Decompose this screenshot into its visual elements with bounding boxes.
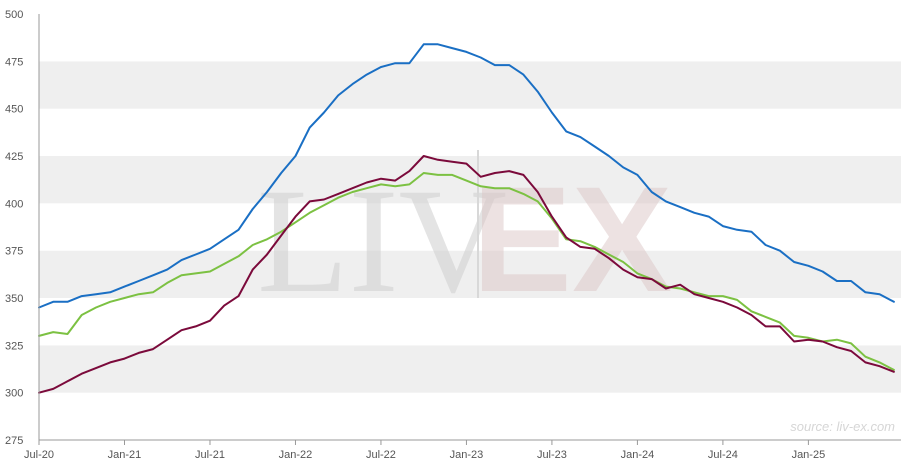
x-tick-label: Jan-24 bbox=[621, 449, 655, 461]
watermark-right-text: EX bbox=[472, 155, 672, 323]
y-tick-label: 400 bbox=[5, 198, 23, 210]
x-tick-label: Jul-22 bbox=[366, 449, 396, 461]
y-tick-label: 375 bbox=[5, 246, 23, 258]
series-lines bbox=[38, 43, 895, 394]
y-tick-label: 425 bbox=[5, 151, 23, 163]
grid-band bbox=[39, 298, 901, 346]
grid-bands bbox=[39, 14, 901, 440]
y-tick-label: 325 bbox=[5, 340, 23, 352]
grid-band bbox=[39, 203, 901, 251]
y-tick-label: 275 bbox=[5, 435, 23, 447]
series-line-3 bbox=[38, 155, 895, 394]
x-tick-label: Jan-25 bbox=[792, 449, 826, 461]
grid-band bbox=[39, 345, 901, 393]
grid-band bbox=[39, 61, 901, 109]
y-tick-label: 475 bbox=[5, 56, 23, 68]
x-tick-label: Jul-24 bbox=[708, 449, 738, 461]
y-tick-label: 500 bbox=[5, 9, 23, 21]
grid-band bbox=[39, 156, 901, 204]
x-tick-label: Jan-23 bbox=[450, 449, 484, 461]
y-tick-label: 450 bbox=[5, 104, 23, 116]
y-tick-label: 350 bbox=[5, 293, 23, 305]
series-line-1 bbox=[38, 43, 895, 309]
watermark-left-text: LIV bbox=[257, 158, 507, 324]
grid-band bbox=[39, 108, 901, 156]
x-tick-label: Jan-22 bbox=[279, 449, 313, 461]
series-line-2 bbox=[38, 172, 895, 371]
x-tick-label: Jul-20 bbox=[24, 449, 54, 461]
y-tick-label: 300 bbox=[5, 388, 23, 400]
axes: 275 300 325 350 375 400 425 450 475 500 Jul-20 Jan-… bbox=[5, 9, 901, 461]
x-tick-label: Jul-21 bbox=[195, 449, 225, 461]
x-tick-label: Jan-21 bbox=[108, 449, 142, 461]
x-tick-label: Jul-23 bbox=[537, 449, 567, 461]
source-label: source: liv-ex.com bbox=[790, 419, 895, 434]
grid-band bbox=[39, 392, 901, 440]
